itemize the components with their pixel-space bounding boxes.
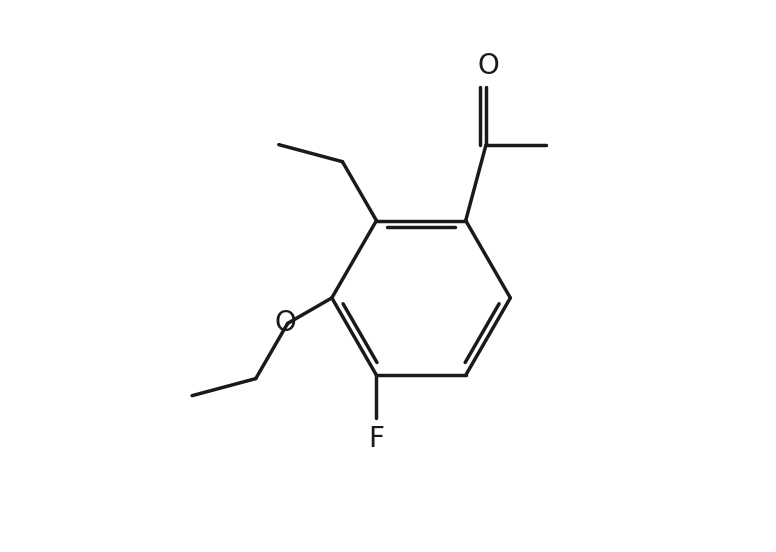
Text: O: O bbox=[275, 309, 296, 337]
Text: F: F bbox=[369, 426, 384, 453]
Text: O: O bbox=[477, 51, 499, 79]
